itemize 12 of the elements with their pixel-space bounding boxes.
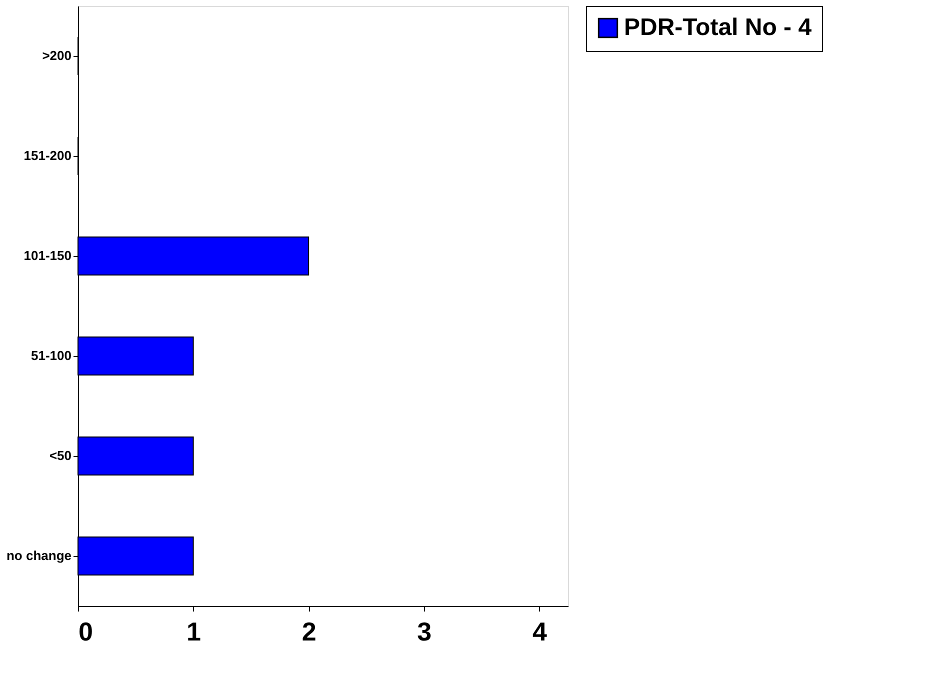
y-tick-label: 101-150: [24, 248, 72, 263]
x-tick-label: 1: [186, 616, 202, 646]
x-tick-label: 3: [417, 616, 432, 646]
y-tick-label: 51-100: [31, 348, 72, 363]
y-tick-label: 151-200: [24, 148, 72, 163]
y-tick-label: no change: [6, 548, 72, 563]
x-tick-label: 2: [302, 616, 316, 646]
x-tick-label: 0: [78, 616, 93, 646]
x-tick-label: 4: [532, 616, 548, 646]
legend-label: PDR-Total No - 4: [624, 14, 812, 41]
y-tick-label: <50: [49, 448, 72, 463]
y-tick-label: >200: [42, 48, 72, 63]
